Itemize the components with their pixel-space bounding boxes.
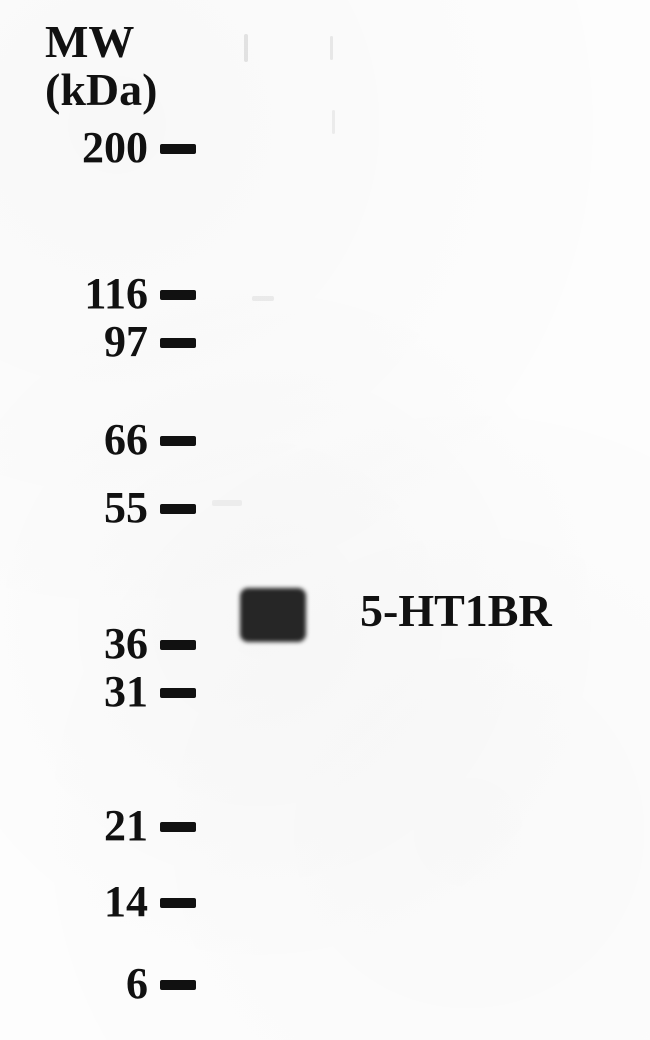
protein-band: [240, 588, 306, 642]
faint-mark-0: [244, 34, 248, 62]
mw-tick-7: [160, 822, 196, 832]
mw-tick-0: [160, 144, 196, 154]
mw-label-14: 14: [0, 876, 148, 927]
mw-label-66: 66: [0, 414, 148, 465]
faint-mark-4: [212, 500, 242, 506]
mw-label-97: 97: [0, 316, 148, 367]
band-label-5ht1br: 5-HT1BR: [360, 584, 552, 637]
mw-tick-4: [160, 504, 196, 514]
mw-label-55: 55: [0, 482, 148, 533]
mw-tick-8: [160, 898, 196, 908]
mw-tick-5: [160, 640, 196, 650]
mw-label-116: 116: [0, 268, 148, 319]
western-blot-figure: MW (kDa) 200 11697 66 55 3631 21 14 6 5-HT1BR: [0, 0, 650, 1040]
mw-tick-6: [160, 688, 196, 698]
faint-mark-2: [330, 36, 333, 60]
mw-label-36: 36: [0, 618, 148, 669]
mw-label-200: 200: [0, 122, 148, 173]
mw-label-31: 31: [0, 666, 148, 717]
mw-tick-9: [160, 980, 196, 990]
faint-mark-3: [332, 110, 335, 134]
mw-tick-3: [160, 436, 196, 446]
mw-label-6: 6: [0, 958, 148, 1009]
mw-tick-2: [160, 338, 196, 348]
faint-mark-1: [252, 296, 274, 301]
mw-header: MW (kDa): [45, 18, 157, 115]
mw-tick-1: [160, 290, 196, 300]
mw-label-21: 21: [0, 800, 148, 851]
